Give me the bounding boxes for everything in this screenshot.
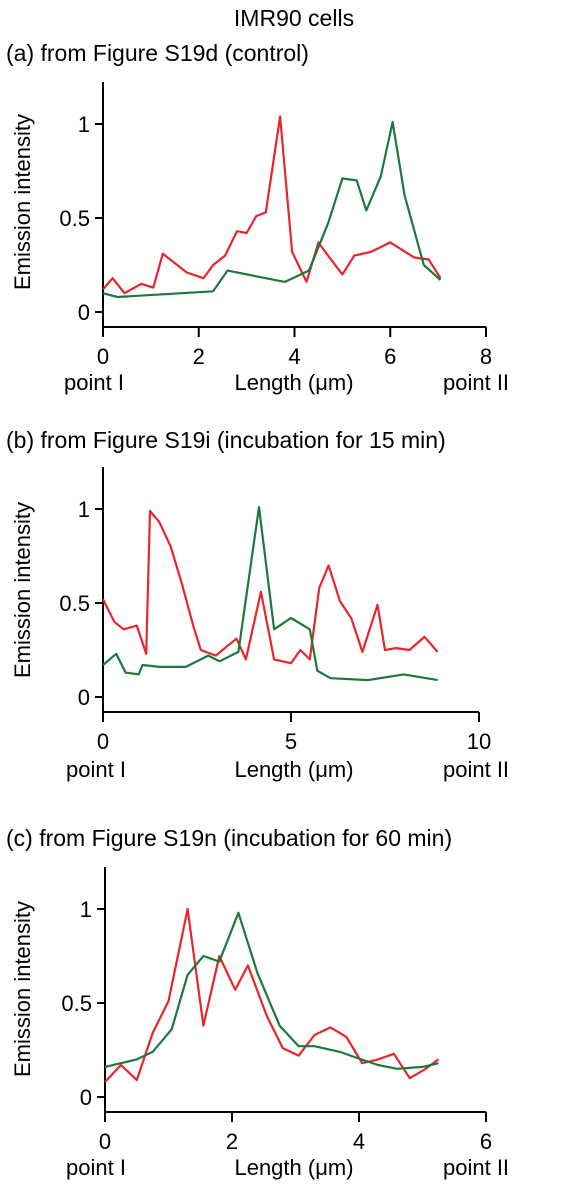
panel-c-xtick-label: 2 [226, 1129, 238, 1154]
panel-b-xtick-label: 0 [97, 729, 109, 754]
panel-c-ytick-label: 0.5 [61, 991, 92, 1016]
panel-c-xlabel: Length (μm) [234, 1155, 353, 1180]
panel-a-end-label: point II [443, 370, 509, 395]
panel-a-ytick-label: 0 [78, 300, 90, 325]
panel-c-start-label: point I [66, 1155, 126, 1180]
panel-c: (c) from Figure S19n (incubation for 60 … [6, 825, 509, 1180]
panel-a-xtick-label: 2 [193, 344, 205, 369]
figure-title: IMR90 cells [234, 5, 354, 31]
panel-a: (a) from Figure S19d (control) Emission … [6, 40, 509, 395]
panel-b-ytick-label: 0.5 [59, 591, 90, 616]
panel-c-xtick-label: 0 [99, 1129, 111, 1154]
panel-c-ytick-label: 0 [80, 1085, 92, 1110]
panel-b-xtick-label: 5 [285, 729, 297, 754]
panel-b-series-red-line [102, 509, 439, 665]
panel-c-xtick-label: 4 [353, 1129, 365, 1154]
panel-b-end-label: point II [443, 757, 509, 782]
panel-b-series-green-line [102, 506, 438, 682]
panel-a-start-label: point I [64, 370, 124, 395]
panel-c-series-green-line [104, 911, 439, 1070]
panel-c-title: (c) from Figure S19n (incubation for 60 … [6, 825, 452, 851]
panel-a-xlabel: Length (μm) [234, 370, 353, 395]
panel-a-xtick-label: 6 [384, 344, 396, 369]
panel-a-xtick-label: 8 [480, 344, 492, 369]
panel-c-ylabel: Emission intensity [10, 901, 35, 1077]
panel-a-ytick-label: 0.5 [59, 206, 90, 231]
panel-b-ytick-label: 1 [78, 497, 90, 522]
panel-b-ylabel: Emission intensity [10, 502, 35, 678]
panel-c-end-label: point II [443, 1155, 509, 1180]
panel-a-xtick-label: 0 [97, 344, 109, 369]
panel-a-series-green-line [102, 120, 442, 299]
panel-b-ytick-label: 0 [78, 685, 90, 710]
panel-b-xtick-label: 10 [467, 729, 491, 754]
panel-c-series-red-line [104, 907, 440, 1083]
panel-b-start-label: point I [66, 757, 126, 782]
panel-c-ytick-label: 1 [80, 897, 92, 922]
panel-a-ylabel: Emission intensity [10, 114, 35, 290]
panel-b: (b) from Figure S19i (incubation for 15 … [6, 427, 509, 782]
panel-a-xtick-label: 4 [288, 344, 300, 369]
panel-c-xtick-label: 6 [480, 1129, 492, 1154]
panel-a-series-red-line [102, 115, 442, 295]
panel-b-title: (b) from Figure S19i (incubation for 15 … [6, 427, 446, 453]
panel-b-xlabel: Length (μm) [234, 757, 353, 782]
panel-a-title: (a) from Figure S19d (control) [6, 40, 309, 66]
panel-a-ytick-label: 1 [78, 112, 90, 137]
